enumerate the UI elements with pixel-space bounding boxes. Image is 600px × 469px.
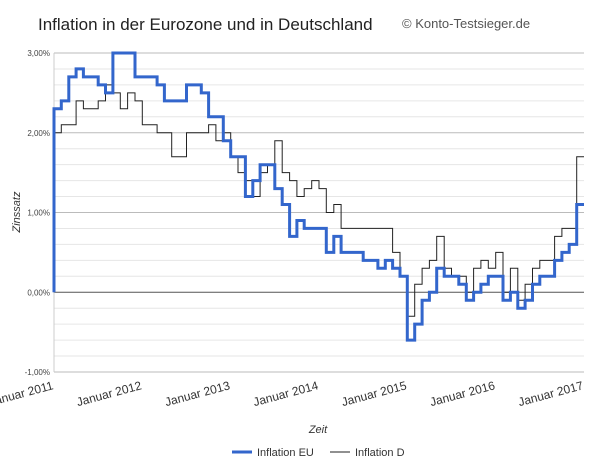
y-axis-ticks: 3,00% 2,00% 1,00% 0,00% -1,00% — [25, 49, 50, 377]
legend-label: Inflation D — [355, 447, 405, 459]
series-line-inflation-eu — [52, 51, 584, 342]
y-tick-label: 0,00% — [27, 288, 50, 297]
chart-title: Inflation in der Eurozone und in Deutsch… — [38, 15, 373, 34]
x-tick-label: Januar 2011 — [0, 378, 55, 409]
x-axis-label: Zeit — [308, 424, 328, 436]
gridlines — [53, 52, 584, 373]
x-axis-ticks: Januar 2011 Januar 2012 Januar 2013 Januar … — [0, 378, 585, 409]
y-tick-label: 1,00% — [27, 209, 50, 218]
x-tick-label: Januar 2014 — [252, 378, 320, 409]
y-tick-label: 3,00% — [27, 49, 50, 58]
x-tick-label: Januar 2017 — [517, 378, 585, 409]
series-lines — [52, 51, 584, 342]
source-credit: © Konto-Testsieger.de — [402, 16, 530, 31]
legend: Inflation EU Inflation D — [232, 447, 405, 459]
y-tick-label: -1,00% — [25, 368, 50, 377]
x-tick-label: Januar 2015 — [340, 378, 408, 409]
legend-label: Inflation EU — [257, 447, 314, 459]
x-tick-label: Januar 2013 — [163, 378, 231, 409]
x-tick-label: Januar 2012 — [75, 378, 143, 409]
series-line-inflation-d — [53, 84, 584, 317]
x-tick-label: Januar 2016 — [428, 378, 496, 409]
y-tick-label: 2,00% — [27, 129, 50, 138]
y-axis-label: Zinssatz — [11, 191, 23, 233]
